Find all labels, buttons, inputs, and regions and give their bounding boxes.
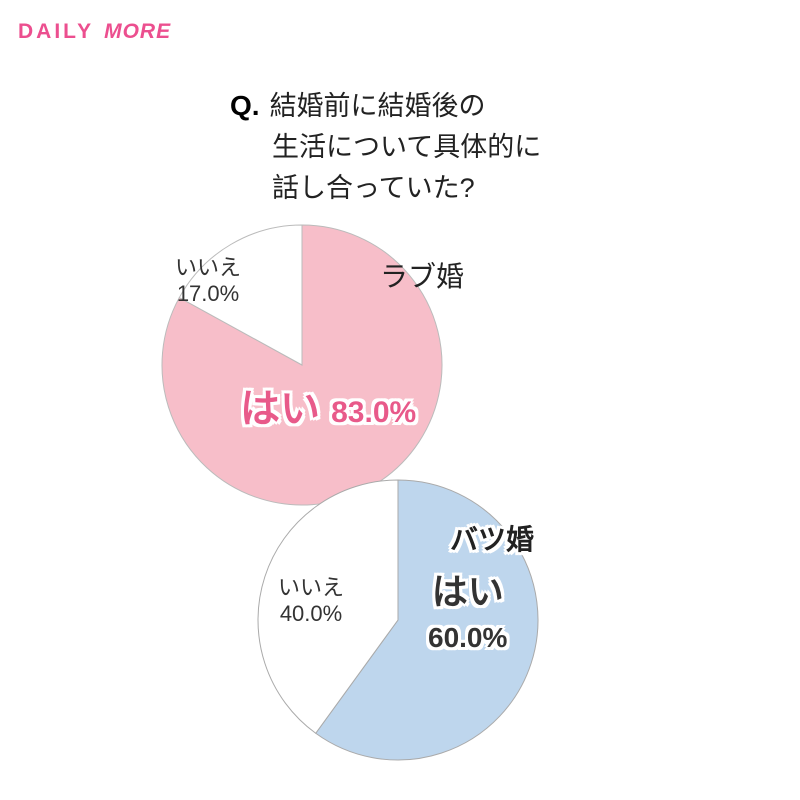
chart1-yes-pct: 83.0% <box>331 396 416 429</box>
chart1-yes-text: はい <box>240 387 320 431</box>
chart1-no-label: いいえ 17.0% <box>175 255 241 308</box>
chart2-yes-label: はい 60.0% <box>428 570 507 656</box>
chart2-no-pct: 40.0% <box>280 601 342 626</box>
chart1-title: ラブ婚 <box>380 260 464 294</box>
chart2-yes-text: はい <box>432 571 504 612</box>
chart1-no-text: いいえ <box>175 255 241 280</box>
chart2-yes-pct: 60.0% <box>428 622 507 653</box>
chart1-no-pct: 17.0% <box>177 281 239 306</box>
chart2-no-text: いいえ <box>278 575 344 600</box>
chart2-title: バツ婚 <box>450 523 534 557</box>
chart1-yes-label: はい 83.0% <box>240 385 416 433</box>
chart2-no-label: いいえ 40.0% <box>278 575 344 628</box>
